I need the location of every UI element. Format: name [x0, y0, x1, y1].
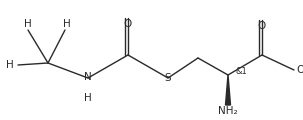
Text: &1: &1	[236, 66, 248, 75]
Polygon shape	[225, 75, 231, 105]
Text: O: O	[124, 19, 132, 29]
Text: H: H	[63, 19, 71, 29]
Text: S: S	[165, 73, 171, 83]
Text: H: H	[24, 19, 32, 29]
Text: OH: OH	[296, 65, 303, 75]
Text: H: H	[84, 93, 92, 103]
Text: N: N	[84, 72, 92, 82]
Text: O: O	[258, 21, 266, 31]
Text: H: H	[6, 60, 14, 70]
Text: NH₂: NH₂	[218, 106, 238, 116]
